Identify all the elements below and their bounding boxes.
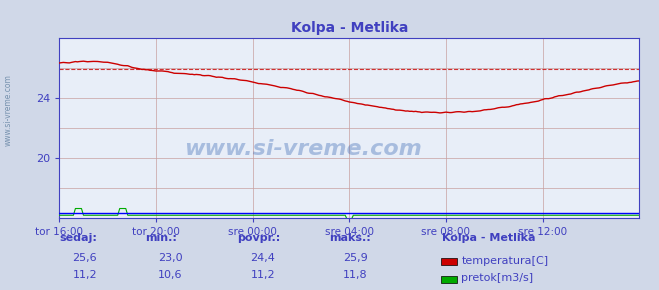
Text: 23,0: 23,0 <box>158 253 183 263</box>
Text: 25,6: 25,6 <box>72 253 97 263</box>
Text: 11,2: 11,2 <box>72 270 97 280</box>
Text: sedaj:: sedaj: <box>59 233 97 243</box>
Text: pretok[m3/s]: pretok[m3/s] <box>461 273 533 283</box>
Text: 25,9: 25,9 <box>343 253 368 263</box>
Text: 10,6: 10,6 <box>158 270 183 280</box>
Text: maks.:: maks.: <box>330 233 371 243</box>
Text: www.si-vreme.com: www.si-vreme.com <box>3 74 13 146</box>
Text: 24,4: 24,4 <box>250 253 275 263</box>
Title: Kolpa - Metlika: Kolpa - Metlika <box>291 21 408 35</box>
Text: 11,2: 11,2 <box>250 270 275 280</box>
Text: 11,8: 11,8 <box>343 270 367 280</box>
Text: temperatura[C]: temperatura[C] <box>461 256 548 266</box>
Text: min.:: min.: <box>145 233 177 243</box>
Text: povpr.:: povpr.: <box>237 233 281 243</box>
Text: www.si-vreme.com: www.si-vreme.com <box>184 139 422 159</box>
Text: Kolpa - Metlika: Kolpa - Metlika <box>442 233 535 243</box>
